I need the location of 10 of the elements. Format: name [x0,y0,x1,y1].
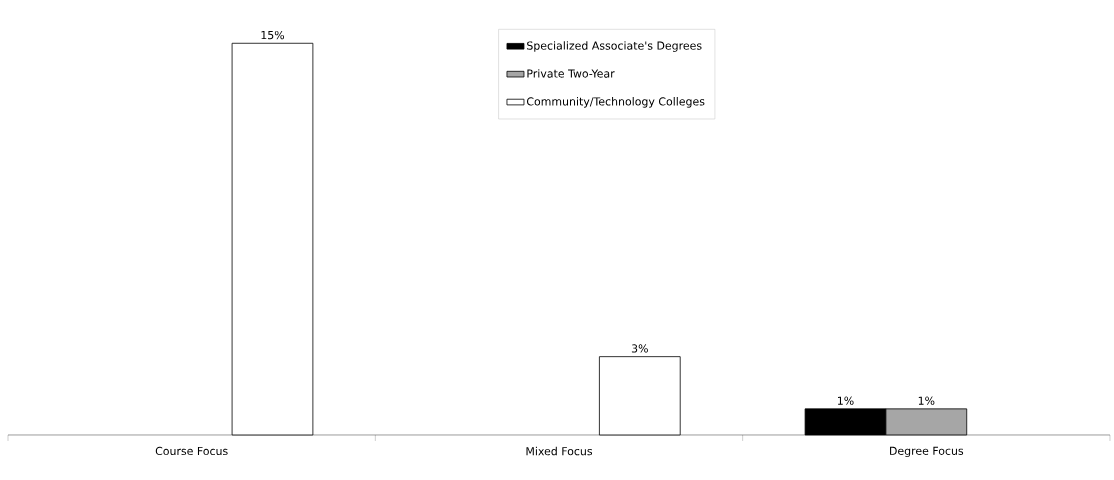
data-label: 1% [918,396,935,405]
x-tick-label: Mixed Focus [526,446,593,456]
x-tick-label: Course Focus [155,446,228,456]
data-label: 3% [631,344,648,353]
x-tick-label: Degree Focus [890,446,964,458]
data-label: 15% [261,30,285,40]
legend-label: Private Two-Year [527,69,615,78]
data-label: 1% [838,396,854,405]
legend-label: Specialized Associate's Degrees [527,41,702,52]
legend-label: Community/Technology Colleges [526,97,705,108]
